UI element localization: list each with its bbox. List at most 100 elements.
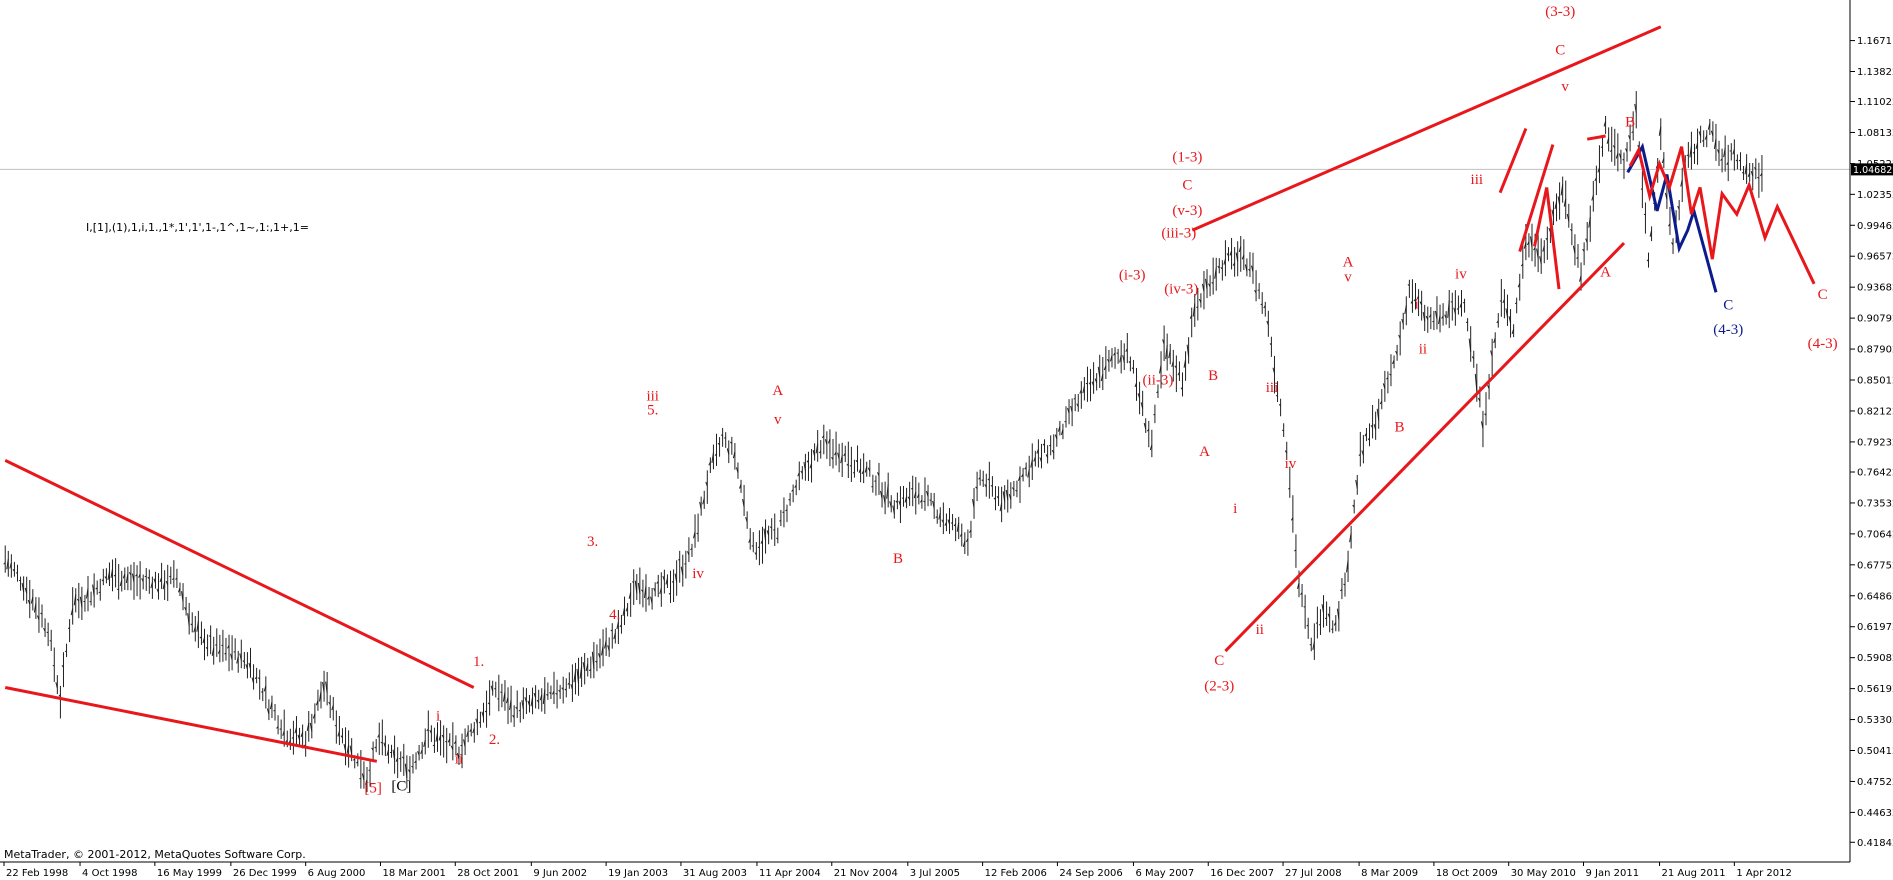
price-bar-open [248,662,251,669]
price-bar-open [1042,443,1045,447]
price-bar-open [849,465,852,467]
price-bar-open [386,749,389,756]
price-bar-open [919,499,923,503]
price-bar-open [165,580,169,585]
price-bar-open [1661,158,1665,164]
wave-label: i [1415,296,1419,312]
price-bar-open [1327,613,1331,618]
price-bar-open [923,500,926,503]
price-bar-open [12,568,15,572]
y-tick-label: 0.82122 [1857,406,1893,417]
price-bar-open [92,584,95,597]
price-bar-open [119,580,123,587]
price-bar-open [766,530,770,536]
price-bar-open [1539,256,1542,265]
wedge-line-4 [1545,187,1561,290]
price-bar-open [1272,367,1275,374]
price-bar-open [837,452,840,460]
price-bar-open [1594,177,1597,182]
price-bar-open [542,689,546,705]
price-bar-open [521,700,524,710]
price-bar-open [1340,588,1343,592]
price-bar-open [1024,466,1027,470]
wave-label: iv [692,566,704,582]
price-bar-open [843,453,846,457]
price-bar-open [1692,152,1695,155]
price-bar-open [1109,354,1113,362]
price-bar-open [877,472,880,477]
price-bar-open [536,699,540,703]
price-bar-open [950,522,953,524]
price-bar-open [1695,142,1699,149]
price-bar-open [365,779,368,785]
price-bar-open [1557,196,1561,205]
price-bar-open [1244,264,1248,272]
price-bar-open [969,529,972,533]
price-bar-open [1005,489,1009,500]
price-bar-open [1208,283,1211,288]
price-bar-open [883,495,886,505]
price-bar-open [732,451,736,459]
price-bar-open [101,579,104,582]
price-bar-open [484,710,487,713]
price-bar-open [1615,153,1619,159]
price-bar-open [331,705,334,711]
price-bar-open [110,568,114,579]
wave-label: 4. [609,607,620,623]
wedge-line-1 [1498,127,1528,194]
price-bar-open [598,653,601,659]
x-tick-label: 22 Feb 1998 [6,868,68,879]
price-bar-open [169,575,171,578]
price-bar-open [340,735,343,739]
price-bar-open [1753,167,1757,170]
price-bar-open [1668,223,1671,227]
price-bar-open [1422,312,1426,322]
price-bar-open [641,589,644,592]
wedge-line-2 [1518,144,1555,253]
price-bar-open [613,633,616,640]
wave-label: 1. [473,654,484,670]
y-tick-label: 0.76422 [1857,467,1893,478]
price-bar-open [591,651,595,670]
price-bar-open [1707,123,1711,130]
price-bar-open [1554,201,1558,210]
price-bar-open [729,441,733,444]
price-bar-open [1548,227,1551,233]
lower-channel [1224,242,1626,653]
price-bar-open [269,701,273,710]
price-bar-open [1493,337,1496,343]
price-bar-open [1251,265,1254,273]
x-tick-label: 9 Jan 2011 [1586,868,1640,879]
price-bar-open [380,741,383,744]
wave-label: B [1395,420,1405,436]
wave-label: C [1214,653,1224,669]
price-bar-open [1088,382,1091,385]
price-bar-open [678,559,680,561]
price-bar-open [1425,315,1429,320]
price-bar-open [975,486,978,489]
price-bar-open [773,529,775,531]
y-tick-label: 1.08132 [1857,128,1893,139]
wave-label: (iii-3) [1161,226,1196,242]
price-bar-open [312,713,316,719]
wave-label: [5] [364,780,382,796]
wave-label: (4-3) [1808,336,1838,352]
price-bar-open [1201,283,1205,292]
price-bar-open [1480,421,1484,429]
price-bar-open [1536,248,1539,259]
price-bar-open [285,739,288,743]
price-bar-open [1275,395,1278,397]
price-bar-open [668,592,671,596]
price-bar-open [1750,171,1754,177]
price-bar-open [662,576,665,581]
price-bar-open [325,681,328,694]
price-bar-open [576,668,580,685]
price-bar-open [659,587,662,594]
price-bars [3,91,1763,793]
price-bar-open [656,581,659,584]
price-bar-open [159,577,163,583]
price-bar-open [95,587,98,590]
price-bar-open [809,463,813,469]
price-bar-open [984,484,987,488]
y-tick-label: 0.79232 [1857,437,1893,448]
